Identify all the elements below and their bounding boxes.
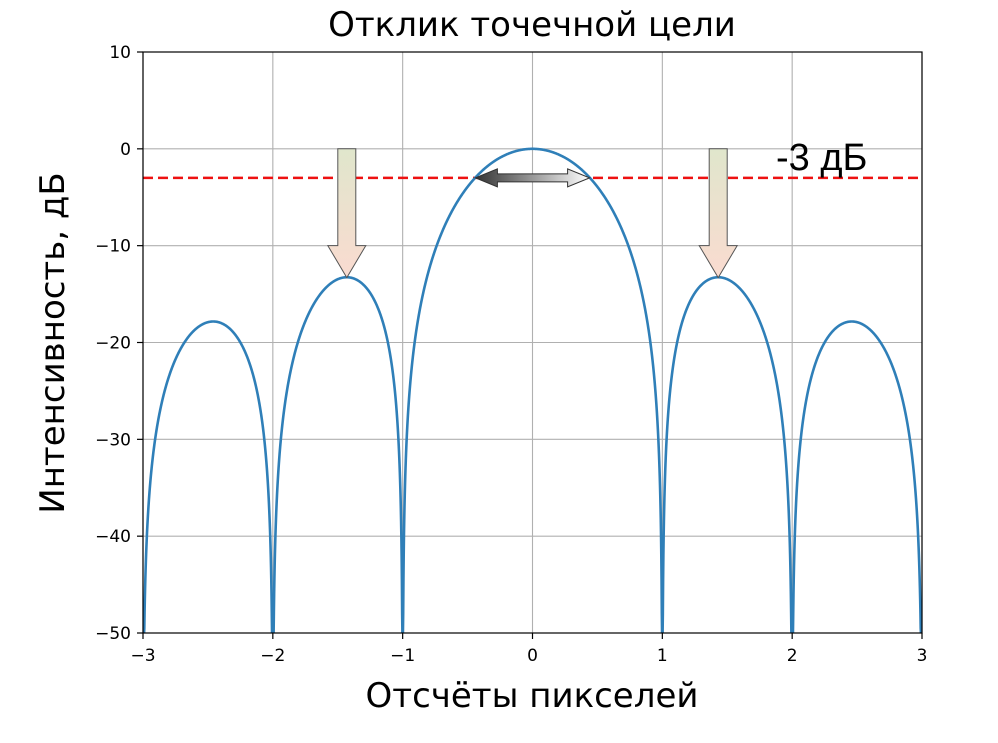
x-tick-label: 3	[917, 646, 928, 666]
x-tick-label: 2	[787, 646, 798, 666]
y-tick-label: −50	[95, 624, 131, 644]
y-tick-label: 0	[120, 140, 131, 160]
y-tick-label: −10	[95, 237, 131, 257]
x-tick-label: 1	[657, 646, 668, 666]
y-tick-label: 10	[109, 43, 131, 63]
y-axis-label: Интенсивность, дБ	[33, 172, 73, 513]
series-line	[143, 147, 922, 633]
down-arrow	[698, 148, 739, 279]
x-tick-label: −3	[130, 646, 155, 666]
y-ticks: −50 −40 −30 −20 −10 0 10	[95, 43, 143, 644]
x-ticks: −3 −2 −1 0 1 2 3	[130, 633, 927, 666]
x-axis-label: Отсчёты пикселей	[366, 676, 699, 716]
x-tick-label: −1	[390, 646, 415, 666]
annotations	[326, 148, 739, 279]
y-tick-label: −40	[95, 527, 131, 547]
double-arrow	[474, 168, 591, 188]
down-arrow	[326, 148, 367, 279]
x-tick-label: 0	[527, 646, 538, 666]
y-tick-label: −30	[95, 430, 131, 450]
x-tick-label: −2	[260, 646, 285, 666]
y-tick-label: −20	[95, 334, 131, 354]
chart-title: Отклик точечной цели	[328, 5, 736, 45]
reference-line-label: -3 дБ	[776, 137, 867, 179]
